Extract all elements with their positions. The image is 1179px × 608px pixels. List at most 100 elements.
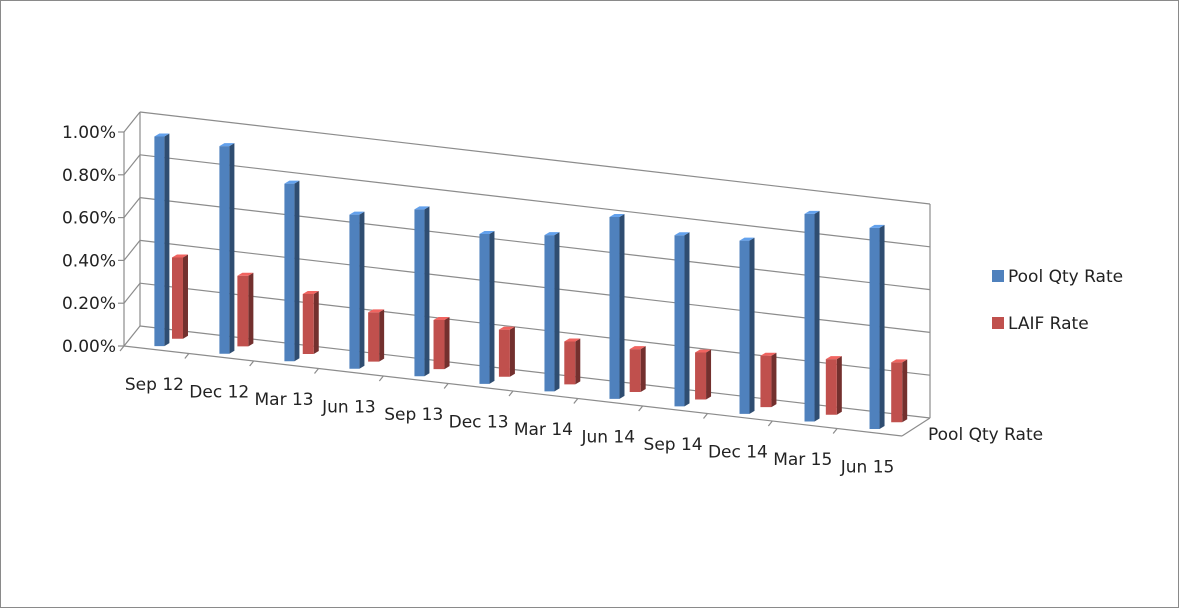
bar-side: [182, 254, 188, 339]
bar-laif-rate: [368, 309, 385, 362]
x-tick-label: Sep 13: [384, 405, 443, 425]
bar-front: [544, 235, 555, 392]
bar-side: [509, 326, 515, 377]
bar-top: [869, 224, 885, 228]
depth-axis-line: [901, 417, 931, 437]
bar-laif-rate: [825, 356, 842, 415]
y-tick-label: 1.00%: [62, 123, 116, 143]
x-tick-label: Dec 12: [189, 382, 249, 402]
x-tick-mark: [767, 420, 773, 427]
x-tick-label: Sep 14: [644, 435, 703, 455]
bar-side: [444, 316, 450, 370]
bar-top: [674, 232, 690, 236]
bar-laif-rate: [171, 254, 188, 339]
bar-laif-rate: [433, 316, 450, 370]
bar-side: [379, 309, 385, 362]
legend-swatch: [992, 317, 1004, 329]
bar-top: [804, 210, 820, 214]
bar-side: [902, 359, 908, 423]
bar-top: [760, 352, 777, 356]
x-tick-label: Sep 12: [125, 375, 184, 395]
gridline-side: [123, 325, 141, 347]
bar-top: [284, 180, 300, 184]
bar-front: [564, 341, 576, 385]
bar-top: [825, 356, 842, 360]
legend-label: Pool Qty Rate: [1008, 267, 1123, 287]
bar-front: [219, 146, 230, 354]
bar-top: [544, 232, 560, 236]
depth-axis-label: Pool Qty Rate: [928, 425, 1043, 445]
bar-front: [414, 209, 425, 377]
bar-pool-qty-rate: [869, 224, 885, 429]
x-tick-label: Mar 14: [514, 420, 573, 440]
bar-laif-rate: [498, 326, 515, 377]
bar-side: [575, 338, 581, 385]
bar-pool-qty-rate: [349, 211, 365, 369]
gridline-side: [123, 282, 141, 304]
bar-pool-qty-rate: [479, 231, 495, 384]
x-tick-mark: [573, 398, 579, 404]
bar-side: [640, 346, 646, 392]
gridline: [139, 325, 931, 419]
bar-front: [302, 294, 314, 354]
bar-front: [695, 352, 707, 400]
bar-side: [229, 143, 235, 354]
gridline: [139, 111, 931, 205]
x-tick-mark: [443, 383, 449, 389]
bar-front: [674, 235, 685, 407]
x-tick-mark: [832, 428, 838, 434]
bar-front: [804, 213, 815, 422]
x-tick-label: Mar 15: [773, 450, 832, 470]
x-tick-label: Dec 13: [449, 412, 509, 432]
x-tick-label: Dec 14: [708, 442, 768, 462]
x-tick-mark: [119, 345, 125, 352]
bar-front: [760, 355, 772, 408]
bar-pool-qty-rate: [219, 143, 235, 354]
bar-laif-rate: [629, 346, 646, 392]
bar-top: [171, 254, 188, 258]
bar-top: [154, 133, 170, 137]
x-tick-mark: [508, 390, 514, 397]
bar-front: [349, 214, 360, 369]
bar-front: [891, 362, 903, 423]
legend: Pool Qty Rate LAIF Rate: [992, 267, 1123, 334]
gridline-side: [123, 154, 141, 176]
y-axis: 0.00% 0.20% 0.40% 0.60% 0.80% 1.00%: [62, 123, 125, 357]
bar-side: [836, 356, 842, 415]
x-tick-label: Mar 13: [255, 390, 314, 410]
bar-side: [313, 291, 319, 354]
bar-front: [284, 183, 295, 362]
bar-pool-qty-rate: [739, 237, 755, 414]
bar-front: [237, 275, 249, 347]
bar-side: [164, 133, 170, 347]
bar-laif-rate: [760, 352, 777, 408]
bar-top: [433, 316, 450, 320]
bar-top: [219, 143, 235, 147]
bar-front: [171, 257, 183, 339]
bar-side: [749, 237, 755, 414]
bar-top: [609, 213, 625, 217]
bar-pool-qty-rate: [414, 206, 430, 377]
bar-side: [879, 224, 885, 429]
gridline: [139, 282, 931, 376]
bar-pool-qty-rate: [284, 180, 300, 362]
bar-top: [498, 326, 515, 330]
x-axis: Sep 12 Dec 12 Mar 13 Jun 13 Sep 13 Dec 13 Mar …: [119, 345, 1043, 477]
bar-top: [349, 211, 365, 215]
bar-side: [424, 206, 430, 377]
bars: [154, 133, 908, 429]
bar-front: [825, 359, 837, 415]
bar-top: [479, 231, 495, 235]
x-tick-mark: [249, 360, 255, 367]
bar-front: [479, 234, 490, 384]
gridline-side: [123, 240, 141, 261]
bar-side: [294, 180, 300, 362]
bar-front: [368, 312, 380, 362]
x-tick-label: Jun 14: [580, 427, 635, 447]
bar-side: [706, 349, 712, 400]
y-tick-label: 0.40%: [62, 251, 116, 271]
bar-top: [302, 291, 319, 295]
legend-label: LAIF Rate: [1008, 314, 1089, 334]
gridline: [139, 154, 931, 248]
